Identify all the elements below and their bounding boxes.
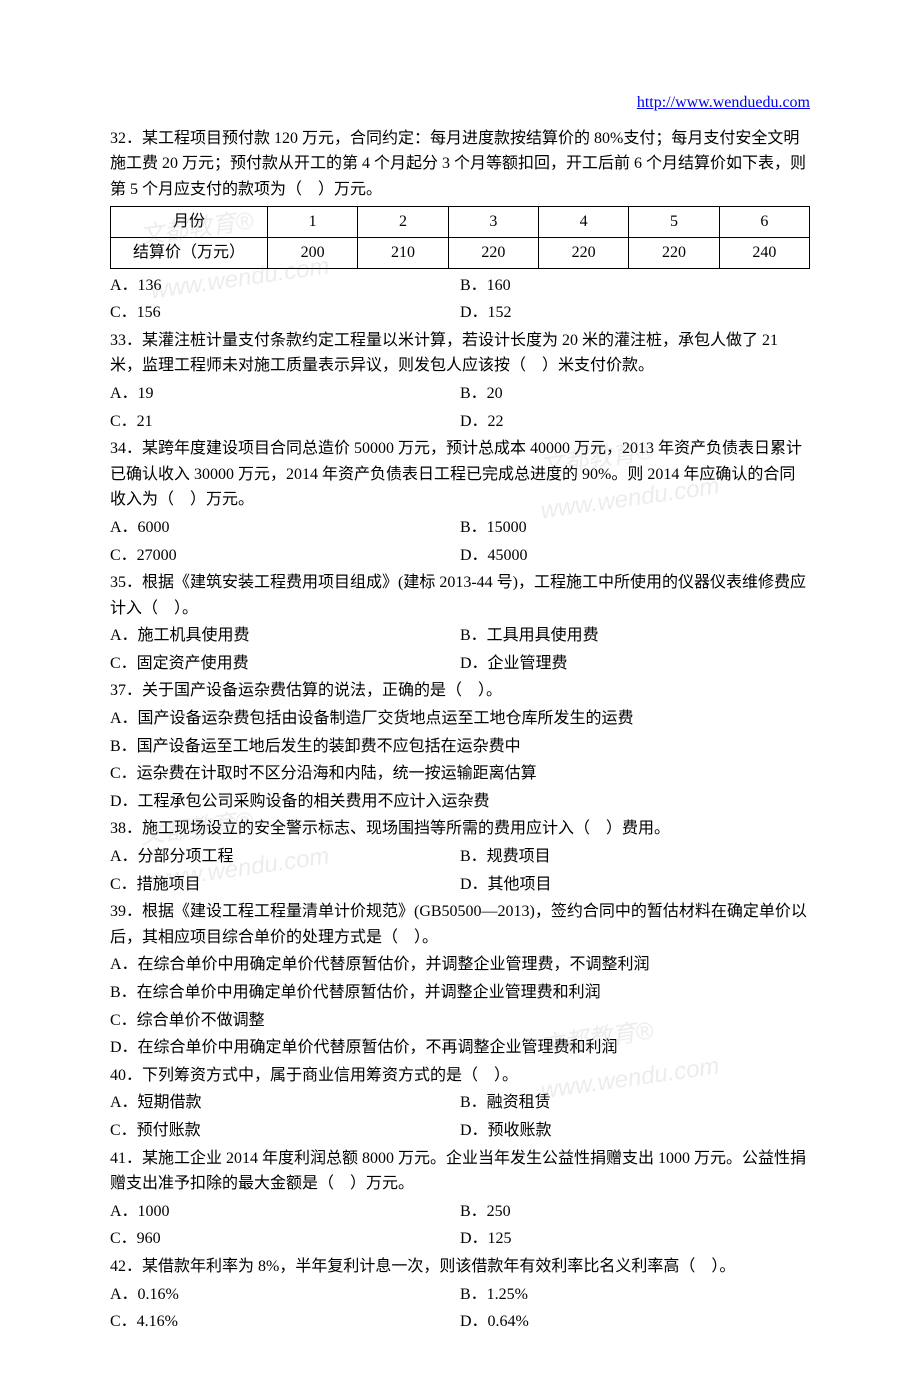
q33-text: 33．某灌注桩计量支付条款约定工程量以米计算，若设计长度为 20 米的灌注桩，承…	[110, 328, 810, 379]
q42-opt-c: C．4.16%	[110, 1309, 460, 1335]
q37-opt-a: A．国产设备运杂费包括由设备制造厂交货地点运至工地仓库所发生的运费	[110, 706, 810, 732]
q40-opt-a: A．短期借款	[110, 1090, 460, 1116]
table-cell: 210	[358, 237, 448, 268]
q40-opt-b: B．融资租赁	[460, 1090, 810, 1116]
q39-opt-a: A．在综合单价中用确定单价代替原暂估价，并调整企业管理费，不调整利润	[110, 952, 810, 978]
table-cell: 2	[358, 207, 448, 238]
q38-opt-d: D．其他项目	[460, 872, 810, 898]
q33-opt-c: C．21	[110, 409, 460, 435]
q42-opt-d: D．0.64%	[460, 1309, 810, 1335]
q35-opt-b: B．工具用具使用费	[460, 623, 810, 649]
q32-table: 月份 1 2 3 4 5 6 结算价（万元） 200 210 220 220 2…	[110, 206, 810, 268]
q40-opt-c: C．预付账款	[110, 1118, 460, 1144]
q41-opt-c: C．960	[110, 1226, 460, 1252]
q39-text: 39．根据《建设工程工程量清单计价规范》(GB50500—2013)，签约合同中…	[110, 899, 810, 950]
q32-opt-c: C．156	[110, 300, 460, 326]
table-cell: 月份	[111, 207, 268, 238]
q34-opt-b: B．15000	[460, 515, 810, 541]
q37-text: 37．关于国产设备运杂费估算的说法，正确的是（ ）。	[110, 678, 810, 704]
table-cell: 1	[268, 207, 358, 238]
header-url: http://www.wenduedu.com	[110, 90, 810, 116]
q38-opt-a: A．分部分项工程	[110, 844, 460, 870]
q35-opt-c: C．固定资产使用费	[110, 651, 460, 677]
q38-opt-c: C．措施项目	[110, 872, 460, 898]
table-cell: 6	[719, 207, 809, 238]
q32-opt-a: A．136	[110, 273, 460, 299]
table-cell: 220	[538, 237, 628, 268]
q42-opt-b: B．1.25%	[460, 1282, 810, 1308]
q40-opt-d: D．预收账款	[460, 1118, 810, 1144]
q32-opt-b: B．160	[460, 273, 810, 299]
q39-opt-c: C．综合单价不做调整	[110, 1008, 810, 1034]
q37-opt-b: B．国产设备运至工地后发生的装卸费不应包括在运杂费中	[110, 734, 810, 760]
q37-opt-d: D．工程承包公司采购设备的相关费用不应计入运杂费	[110, 789, 810, 815]
q32-opt-d: D．152	[460, 300, 810, 326]
table-cell: 220	[448, 237, 538, 268]
q39-opt-b: B．在综合单价中用确定单价代替原暂估价，并调整企业管理费和利润	[110, 980, 810, 1006]
q41-opt-a: A．1000	[110, 1199, 460, 1225]
table-cell: 240	[719, 237, 809, 268]
q41-opt-b: B．250	[460, 1199, 810, 1225]
q32-text: 32．某工程项目预付款 120 万元，合同约定：每月进度款按结算价的 80%支付…	[110, 126, 810, 203]
q34-opt-d: D．45000	[460, 543, 810, 569]
table-cell: 5	[629, 207, 719, 238]
q33-opt-b: B．20	[460, 381, 810, 407]
q41-opt-d: D．125	[460, 1226, 810, 1252]
q37-opt-c: C．运杂费在计取时不区分沿海和内陆，统一按运输距离估算	[110, 761, 810, 787]
q38-text: 38．施工现场设立的安全警示标志、现场围挡等所需的费用应计入（ ）费用。	[110, 816, 810, 842]
table-cell: 结算价（万元）	[111, 237, 268, 268]
q40-text: 40．下列筹资方式中，属于商业信用筹资方式的是（ ）。	[110, 1063, 810, 1089]
q33-opt-d: D．22	[460, 409, 810, 435]
q34-opt-c: C．27000	[110, 543, 460, 569]
table-cell: 220	[629, 237, 719, 268]
q42-text: 42．某借款年利率为 8%，半年复利计息一次，则该借款年有效利率比名义利率高（ …	[110, 1254, 810, 1280]
q35-text: 35．根据《建筑安装工程费用项目组成》(建标 2013-44 号)，工程施工中所…	[110, 570, 810, 621]
q39-opt-d: D．在综合单价中用确定单价代替原暂估价，不再调整企业管理费和利润	[110, 1035, 810, 1061]
q34-opt-a: A．6000	[110, 515, 460, 541]
q41-text: 41．某施工企业 2014 年度利润总额 8000 万元。企业当年发生公益性捐赠…	[110, 1146, 810, 1197]
q38-opt-b: B．规费项目	[460, 844, 810, 870]
q42-opt-a: A．0.16%	[110, 1282, 460, 1308]
table-cell: 200	[268, 237, 358, 268]
q34-text: 34．某跨年度建设项目合同总造价 50000 万元，预计总成本 40000 万元…	[110, 436, 810, 513]
table-cell: 4	[538, 207, 628, 238]
table-cell: 3	[448, 207, 538, 238]
q33-opt-a: A．19	[110, 381, 460, 407]
q35-opt-d: D．企业管理费	[460, 651, 810, 677]
q35-opt-a: A．施工机具使用费	[110, 623, 460, 649]
